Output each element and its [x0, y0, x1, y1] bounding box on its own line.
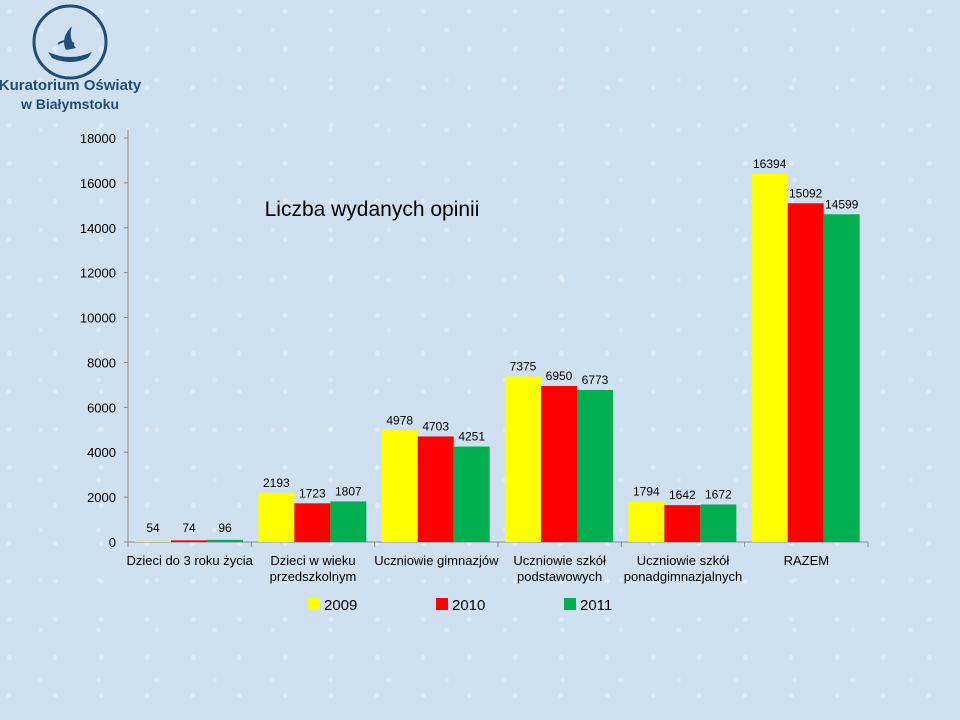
logo-line1: Kuratorium Oświaty: [0, 77, 142, 94]
y-tick-label: 4000: [87, 445, 116, 460]
y-tick-label: 0: [109, 535, 116, 550]
y-tick-label: 14000: [80, 221, 116, 236]
y-tick-label: 16000: [80, 176, 116, 191]
bar-2010: [171, 540, 207, 542]
book-icon: [57, 40, 75, 45]
legend-label: 2009: [324, 597, 357, 614]
bar-2009: [258, 492, 295, 542]
legend: 2009 2010 2011: [308, 597, 612, 614]
bar-2011: [207, 539, 243, 542]
data-label: 4978: [386, 413, 413, 427]
bar-2010: [294, 503, 331, 542]
bar-2011: [330, 501, 367, 542]
category-label: RAZEM: [784, 553, 830, 568]
data-label: 14599: [825, 197, 859, 211]
legend-swatch-2011: [564, 598, 576, 610]
data-label: 1807: [335, 484, 362, 498]
bar-2009: [628, 501, 665, 542]
data-label: 2193: [263, 476, 290, 490]
category-labels: Dzieci do 3 roku życia Dzieci w wiekuprze…: [126, 553, 829, 584]
bar-2010: [417, 436, 454, 542]
data-label: 1672: [705, 487, 732, 501]
data-label: 15092: [789, 186, 823, 200]
bar-2009: [751, 174, 788, 542]
category-label: przedszkolnym: [270, 569, 357, 584]
legend-swatch-2009: [308, 598, 320, 610]
data-label: 74: [182, 521, 196, 535]
category-label: Uczniowie szkół: [513, 553, 606, 568]
data-label: 1794: [633, 485, 660, 499]
data-label: 1642: [669, 488, 696, 502]
y-tick-label: 6000: [87, 400, 116, 415]
axes: 0 2000 4000 6000 8000 10000 12000 14000 16000 180…: [80, 130, 869, 550]
y-tick-label: 18000: [80, 131, 116, 146]
category-label: Dzieci do 3 roku życia: [126, 553, 253, 568]
category-label: ponadgimnazjalnych: [624, 569, 743, 584]
data-label: 6773: [582, 373, 609, 387]
category-label: podstawowych: [517, 569, 602, 584]
bar-2009: [505, 376, 541, 542]
data-label: 1723: [299, 486, 326, 500]
legend-label: 2010: [452, 597, 485, 614]
y-tick-label: 12000: [80, 266, 116, 281]
legend-swatch-2010: [436, 598, 448, 610]
data-label: 4251: [458, 430, 485, 444]
bar-2009: [381, 430, 418, 542]
bar-2011: [577, 389, 613, 542]
bars: 54 74 96 2193 1723 1807 4978 4703 4251 7375 6950 67…: [135, 157, 860, 543]
category-label: Uczniowie gimnazjów: [374, 553, 499, 568]
data-label: 16394: [753, 157, 787, 171]
bar-2011: [823, 214, 860, 542]
logo-ring: [32, 4, 108, 80]
data-label: 4703: [422, 419, 449, 433]
bar-2009: [135, 540, 171, 542]
bar-2010: [664, 505, 701, 542]
kuratorium-logo: Kuratorium Oświaty w Białymstoku: [0, 4, 142, 112]
bar-2011: [453, 446, 490, 542]
logo-line2: w Białymstoku: [20, 96, 119, 112]
data-label: 96: [218, 521, 232, 535]
data-label: 54: [146, 521, 160, 535]
data-label: 7375: [510, 359, 537, 373]
y-tick-label: 8000: [87, 355, 116, 370]
category-label: Dzieci w wieku: [270, 553, 355, 568]
data-label: 6950: [546, 369, 573, 383]
y-tick-label: 10000: [80, 311, 116, 326]
y-tick-label: 2000: [87, 490, 116, 505]
lamp-icon: [48, 52, 92, 62]
bar-2010: [541, 386, 577, 542]
bar-2011: [700, 504, 737, 542]
bar-2010: [787, 203, 824, 543]
category-label: Uczniowie szkół: [637, 553, 730, 568]
legend-label: 2011: [580, 597, 612, 614]
chart-title: Liczba wydanych opinii: [265, 198, 480, 221]
